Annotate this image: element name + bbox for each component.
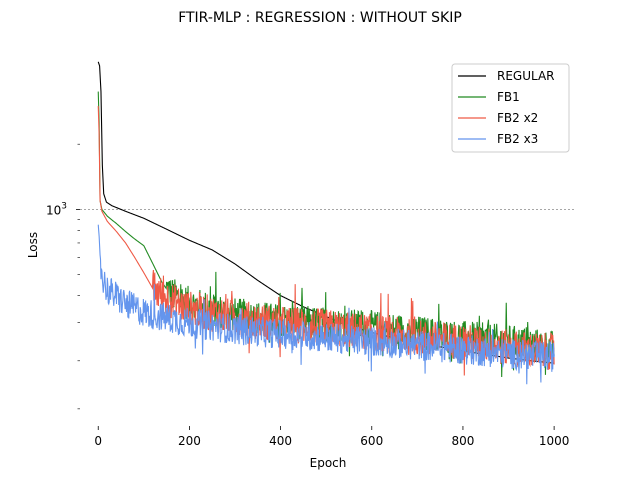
legend-label-4: FB2 x3 <box>497 132 538 146</box>
x-tick-label: 600 <box>360 434 383 448</box>
x-axis: 0 200 400 600 800 1000 <box>94 426 569 448</box>
y-tick-exponent: 3 <box>61 201 67 211</box>
legend-box <box>451 63 570 153</box>
series-layer <box>97 61 555 385</box>
x-tick-label: 0 <box>94 434 102 448</box>
legend: REGULAR FB1 FB2 x2 FB2 x3 <box>451 63 570 153</box>
y-axis-label: Loss <box>26 232 40 258</box>
y-axis: 103 <box>46 143 80 410</box>
legend-label-2: FB1 <box>497 90 520 104</box>
legend-label-3: FB2 x2 <box>497 111 538 125</box>
chart-title: FTIR-MLP : REGRESSION : WITHOUT SKIP <box>178 10 462 26</box>
x-tick-label: 1000 <box>539 434 570 448</box>
y-tick-label: 103 <box>46 201 67 217</box>
x-axis-label: Epoch <box>310 456 347 470</box>
x-tick-label: 800 <box>451 434 474 448</box>
x-tick-label: 200 <box>178 434 201 448</box>
legend-label-1: REGULAR <box>497 69 555 83</box>
x-tick-label: 400 <box>269 434 292 448</box>
series-line-4 <box>97 224 555 385</box>
